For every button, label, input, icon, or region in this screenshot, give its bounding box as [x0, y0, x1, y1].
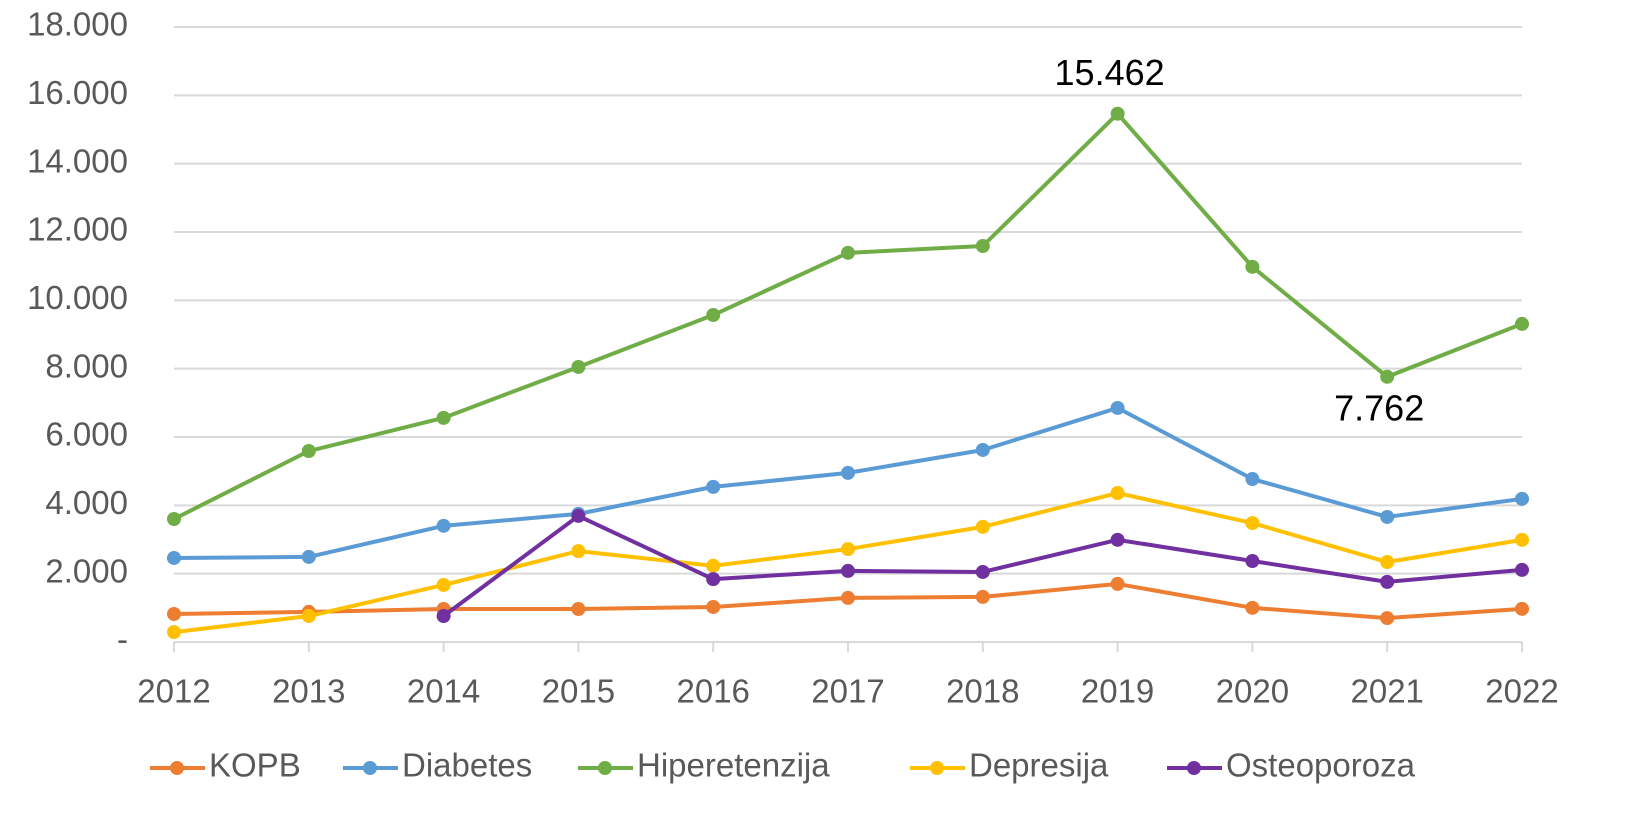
data-point [436, 577, 451, 592]
y-tick-label: 14.000 [27, 142, 128, 179]
data-point [1245, 516, 1260, 531]
data-point [1380, 509, 1395, 524]
data-point [706, 479, 721, 494]
data-point [841, 465, 855, 480]
data-point [1515, 316, 1529, 331]
x-tick-label: 2020 [1216, 673, 1289, 710]
series-line [173, 405, 1523, 560]
legend-marker [930, 761, 944, 775]
data-point [975, 589, 990, 604]
data-point [436, 518, 451, 533]
data-point [301, 609, 316, 624]
legend-label: Hiperetenzija [637, 747, 830, 784]
legend-label: Diabetes [402, 747, 532, 784]
data-point [841, 563, 855, 578]
x-tick-label: 2016 [676, 673, 749, 710]
data-point [1515, 562, 1529, 577]
data-point [1380, 369, 1395, 384]
data-point [167, 625, 181, 640]
data-point [1380, 574, 1395, 589]
y-tick-label: 10.000 [27, 279, 128, 316]
data-point [167, 512, 181, 526]
y-tick-label: 8.000 [45, 347, 128, 384]
data-point [1245, 472, 1260, 487]
y-tick-label: 2.000 [45, 552, 128, 589]
y-tick-label: - [117, 621, 128, 658]
data-point [975, 564, 990, 579]
data-point [975, 519, 990, 534]
legend-label: Osteoporoza [1226, 747, 1416, 784]
data-point [841, 590, 855, 605]
data-point [1110, 576, 1125, 591]
data-point [167, 606, 181, 621]
data-point [1245, 600, 1260, 615]
x-tick-label: 2018 [946, 673, 1019, 710]
data-point [706, 572, 721, 587]
data-label: 15.462 [1055, 52, 1165, 93]
data-point [1245, 554, 1260, 569]
legend-label: Depresija [969, 747, 1109, 784]
data-point [301, 444, 316, 459]
y-tick-label: 4.000 [45, 484, 128, 521]
legend-marker [170, 761, 184, 775]
x-tick-label: 2022 [1485, 673, 1558, 710]
x-tick-label: 2015 [542, 673, 615, 710]
data-point [1380, 611, 1395, 626]
legend-marker [363, 761, 377, 775]
data-point [167, 550, 181, 565]
data-point [571, 544, 586, 559]
data-point [571, 601, 586, 616]
data-point [706, 558, 721, 573]
data-point [706, 599, 721, 614]
data-point [1515, 491, 1529, 506]
data-point [1110, 400, 1125, 415]
data-point [841, 245, 855, 260]
data-point [975, 239, 990, 254]
data-point [1380, 555, 1395, 570]
data-point [706, 308, 721, 323]
data-point [1515, 532, 1529, 547]
data-point [1245, 259, 1260, 274]
data-label: 7.762 [1334, 387, 1424, 428]
data-point [1110, 486, 1125, 501]
legend-marker [598, 761, 612, 775]
y-tick-label: 18.000 [27, 6, 128, 43]
x-tick-label: 2019 [1081, 673, 1154, 710]
x-tick-label: 2012 [137, 673, 210, 710]
x-tick-label: 2021 [1350, 673, 1423, 710]
series-line [173, 111, 1523, 521]
x-tick-label: 2017 [811, 673, 884, 710]
data-point [436, 410, 451, 425]
data-point [1110, 106, 1125, 121]
legend-marker [1187, 761, 1201, 775]
x-tick-label: 2013 [272, 673, 345, 710]
x-tick-label: 2014 [407, 673, 480, 710]
legend-label: KOPB [209, 747, 301, 784]
data-point [571, 359, 586, 374]
data-point [1515, 601, 1529, 616]
data-point [571, 508, 586, 523]
data-point [841, 542, 855, 557]
data-point [975, 442, 990, 457]
y-tick-label: 16.000 [27, 74, 128, 111]
data-point [301, 549, 316, 564]
y-tick-label: 12.000 [27, 211, 128, 248]
data-point [436, 609, 451, 624]
data-point [1110, 532, 1125, 547]
y-tick-label: 6.000 [45, 416, 128, 453]
